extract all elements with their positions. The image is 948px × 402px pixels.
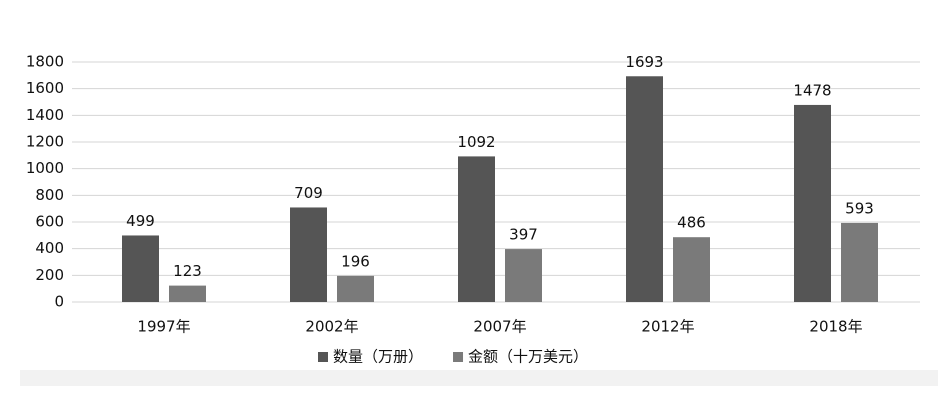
bar — [122, 235, 159, 302]
x-tick-label: 2007年 — [473, 318, 526, 336]
data-label: 123 — [173, 262, 202, 280]
x-tick-label: 1997年 — [137, 318, 190, 336]
y-tick-label: 1800 — [26, 53, 64, 71]
legend-swatch — [318, 352, 328, 362]
x-tick-label: 2002年 — [305, 318, 358, 336]
y-tick-label: 1400 — [26, 106, 64, 124]
data-label: 486 — [677, 214, 706, 232]
data-label: 1478 — [793, 81, 831, 99]
data-label: 709 — [294, 184, 323, 202]
x-tick-label: 2018年 — [809, 318, 862, 336]
y-tick-label: 0 — [54, 293, 64, 311]
legend-swatch — [453, 352, 464, 362]
y-tick-label: 400 — [35, 239, 64, 257]
data-label: 397 — [509, 226, 538, 244]
y-tick-label: 600 — [35, 213, 64, 231]
data-label: 593 — [845, 199, 874, 217]
y-tick-label: 1200 — [26, 133, 64, 151]
bottom-strip — [20, 370, 938, 386]
y-tick-label: 1000 — [26, 159, 64, 177]
bar — [673, 237, 710, 302]
bar — [337, 275, 374, 302]
bar — [626, 76, 663, 303]
bar — [169, 285, 206, 302]
data-label: 196 — [341, 252, 370, 270]
bar — [505, 249, 542, 302]
bar — [794, 104, 831, 302]
legend-label: 金额（十万美元） — [468, 348, 588, 366]
data-label: 1693 — [625, 53, 663, 71]
data-label: 1092 — [457, 133, 495, 151]
bar — [458, 156, 495, 302]
y-tick-label: 1600 — [26, 79, 64, 97]
legend-label: 数量（万册） — [333, 348, 423, 366]
bar — [841, 222, 878, 302]
y-tick-label: 200 — [35, 266, 64, 284]
x-tick-label: 2012年 — [641, 318, 694, 336]
data-label: 499 — [126, 212, 155, 230]
y-tick-label: 800 — [35, 186, 64, 204]
bar — [290, 207, 327, 302]
